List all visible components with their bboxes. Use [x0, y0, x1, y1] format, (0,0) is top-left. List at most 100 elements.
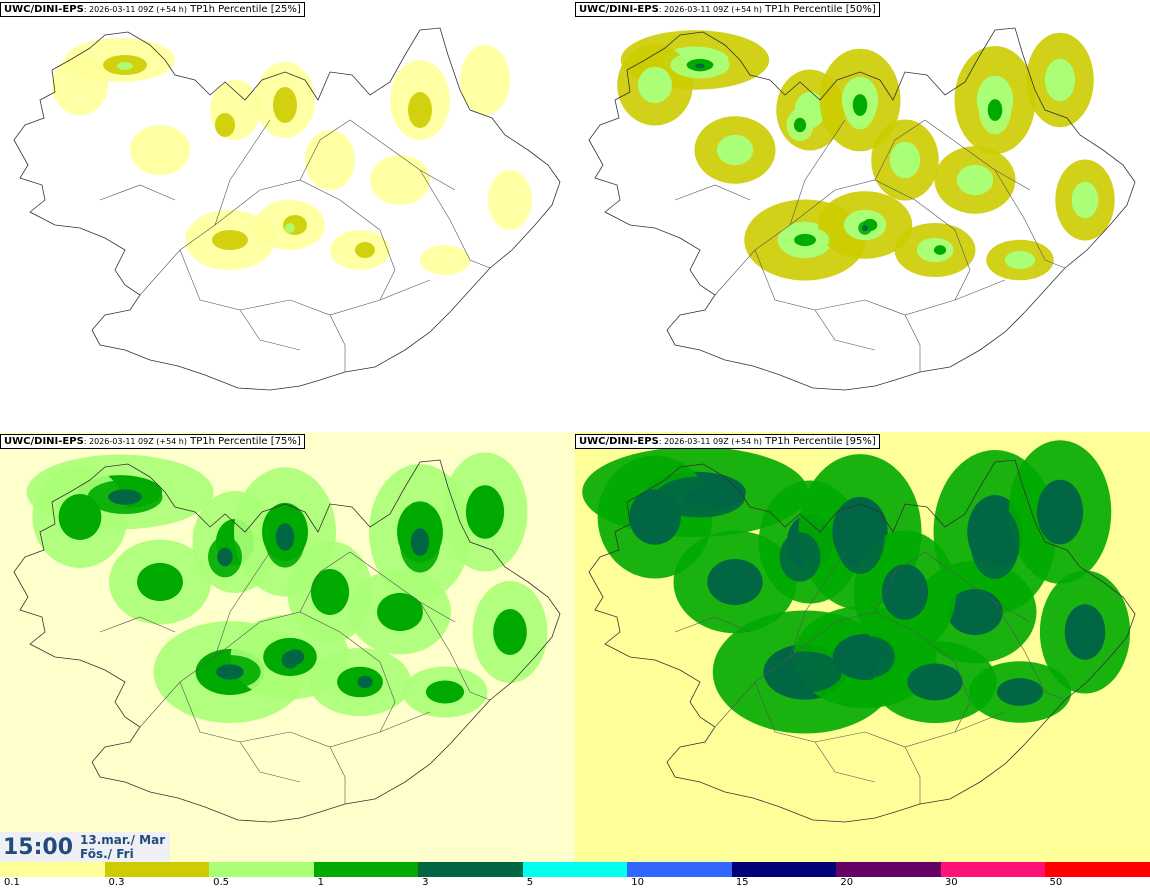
precip-contour: [285, 223, 295, 233]
precip-contour: [716, 134, 754, 166]
region-border: [789, 119, 846, 226]
panel-title: UWC/DINI-EPS: 2026-03-11 09Z (+54 h) TP1…: [0, 434, 305, 449]
colorbar-swatch: [418, 862, 523, 877]
colorbar-swatch: [209, 862, 314, 877]
precip-contour: [1004, 250, 1036, 270]
precip-contour: [377, 592, 423, 632]
colorbar-label: 10: [631, 877, 644, 888]
precip-contour: [768, 651, 842, 693]
precip-contour: [794, 233, 816, 247]
valid-date: 13.mar./ Mar: [80, 833, 166, 847]
colorbar-ticks: 0.1 0.3 0.5 1 3 5 10 15 20 30 50: [0, 877, 1150, 891]
region-border: [754, 681, 876, 783]
precip-contour: [852, 94, 868, 116]
precip-contour: [1036, 479, 1084, 545]
map-panel-p75: UWC/DINI-EPS: 2026-03-11 09Z (+54 h) TP1…: [0, 432, 575, 862]
precip-contour: [410, 528, 430, 556]
precip-contour: [683, 489, 717, 507]
region-border: [179, 249, 301, 351]
map-panel-p25: UWC/DINI-EPS: 2026-03-11 09Z (+54 h) TP1…: [0, 0, 575, 430]
valid-weekday: Fös./ Fri: [80, 847, 134, 861]
colorbar-swatch: [731, 862, 837, 877]
map-canvas: [575, 432, 1150, 862]
colorbar-label: 0.3: [108, 877, 125, 888]
region-border: [674, 184, 751, 201]
precip-contour: [408, 92, 432, 128]
colorbar-label: 30: [944, 877, 958, 888]
colorbar-swatch: [1045, 862, 1150, 877]
precip-contour: [956, 164, 994, 196]
precip-contour: [111, 491, 139, 505]
precip-contour: [793, 117, 807, 133]
precip-contour: [1044, 58, 1076, 102]
precip-contour: [919, 665, 961, 699]
precip-contour: [889, 141, 921, 179]
valid-time: 15:00: [3, 835, 74, 860]
region-border: [179, 681, 301, 783]
region-border: [874, 119, 1031, 191]
precip-contour: [835, 500, 885, 574]
region-border: [754, 249, 876, 351]
region-border: [874, 551, 1031, 623]
precip-contour: [370, 155, 430, 205]
region-border: [99, 616, 176, 633]
precip-contour: [310, 569, 350, 615]
precip-contour: [465, 485, 505, 539]
precip-contour: [493, 609, 527, 655]
region-border: [99, 184, 176, 201]
precip-contour: [854, 649, 876, 671]
precip-contour: [996, 678, 1044, 706]
colorbar-swatch: [836, 862, 941, 877]
precip-contour: [695, 63, 705, 69]
precip-contour: [861, 224, 869, 232]
precip-contour: [281, 651, 299, 669]
colorbar-swatch: [0, 862, 105, 877]
precip-contour: [212, 230, 248, 250]
coastline: [588, 27, 1136, 391]
panel-title: UWC/DINI-EPS: 2026-03-11 09Z (+54 h) TP1…: [575, 434, 880, 449]
region-border: [329, 746, 346, 804]
precip-contour: [355, 242, 375, 258]
precip-contour: [273, 87, 297, 123]
region-border: [379, 229, 396, 301]
colorbar-label: 20: [840, 877, 854, 888]
coastline: [588, 459, 1136, 823]
colorbar-label: 3: [422, 877, 429, 888]
precip-contour: [970, 505, 1020, 579]
region-border: [954, 661, 971, 733]
region-border: [299, 119, 456, 191]
colorbar-label: 15: [735, 877, 749, 888]
precip-contour: [637, 66, 673, 104]
colorbar-swatch: [940, 862, 1046, 877]
colorbar-label: 0.1: [4, 877, 20, 888]
region-border: [299, 551, 456, 623]
precip-contour: [217, 547, 233, 567]
colorbar: [0, 862, 1150, 877]
colorbar-label: 0.5: [213, 877, 229, 888]
precip-contour: [215, 113, 235, 137]
region-border: [674, 616, 751, 633]
map-panel-p95: UWC/DINI-EPS: 2026-03-11 09Z (+54 h) TP1…: [575, 432, 1150, 862]
precip-contour: [987, 99, 1003, 121]
precip-contour: [460, 45, 510, 115]
precip-contour: [52, 55, 108, 115]
panel-title: UWC/DINI-EPS: 2026-03-11 09Z (+54 h) TP1…: [0, 2, 305, 17]
map-canvas: [0, 432, 575, 862]
colorbar-swatch: [104, 862, 210, 877]
precip-contour: [130, 125, 190, 175]
region-border: [954, 229, 971, 301]
map-canvas: [575, 0, 1150, 430]
colorbar-swatch: [522, 862, 628, 877]
colorbar-swatch: [627, 862, 732, 877]
colorbar-label: 5: [526, 877, 534, 888]
precip-contour: [779, 532, 821, 582]
precip-contour: [947, 588, 1003, 636]
precip-contour: [425, 680, 465, 704]
coastline: [13, 27, 561, 391]
region-border: [419, 601, 491, 701]
precip-contour: [137, 562, 183, 602]
region-border: [994, 169, 1066, 269]
precip-contour: [357, 675, 373, 689]
precip-contour: [881, 564, 929, 620]
precip-contour: [1071, 181, 1099, 219]
